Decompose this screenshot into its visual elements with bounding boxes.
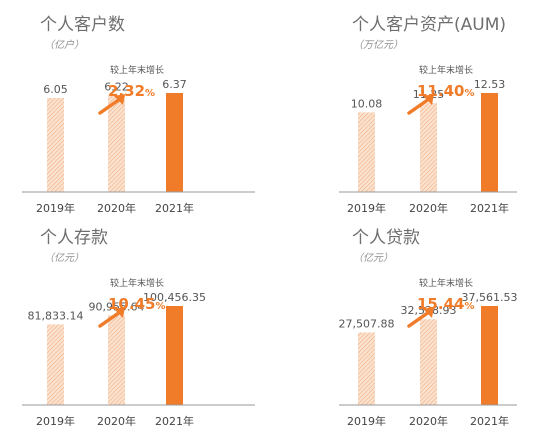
bar-2020年 (108, 95, 125, 192)
x-tick-label: 2020年 (97, 414, 136, 426)
x-tick-label: 2021年 (155, 414, 194, 426)
x-tick-label: 2019年 (347, 201, 386, 215)
bar-chart-svg: 27,507.882019年32,538.932020年37,561.53202… (339, 277, 518, 426)
bar-2021年 (481, 306, 498, 405)
growth-label: 较上年末增长 (419, 277, 473, 289)
x-tick-label: 2019年 (347, 414, 386, 426)
bar-2019年 (47, 97, 64, 192)
bar-value-label: 11.25 (413, 88, 445, 101)
x-tick-label: 2020年 (409, 201, 448, 215)
bar-value-label: 81,833.14 (28, 309, 84, 322)
chart-unit: （万亿元） (353, 40, 403, 51)
chart-personal-aum: 个人客户资产(AUM) （万亿元） 10.08 2019年 11.25 2020年 12… (277, 0, 554, 215)
chart-title: 个人客户资产(AUM) (352, 15, 507, 35)
x-tick-label: 2020年 (97, 201, 136, 215)
chart-title: 个人存款 (40, 228, 108, 248)
growth-label: 较上年末增长 (110, 277, 164, 289)
bar-value-label: 6.37 (162, 78, 187, 91)
bar-value-label: 100,456.35 (143, 291, 206, 304)
growth-value: 2.32% (108, 82, 155, 100)
x-tick-label: 2019年 (36, 414, 75, 426)
growth-arrow-icon (407, 307, 434, 328)
bar-2021年 (481, 93, 498, 192)
bar-value-label: 12.53 (474, 78, 506, 91)
bar-chart-svg: 81,833.14 2019年 90,955.64 2020年 100,456.35 20… (22, 277, 255, 426)
chart-unit: （亿户） (44, 40, 84, 51)
x-tick-label: 2020年 (409, 414, 448, 426)
bar-value-label: 6.22 (104, 80, 129, 93)
bar-2021年 (166, 93, 183, 192)
bar-2019年 (47, 324, 64, 405)
bar-chart-svg: 6.05 2019年 6.22 2020年 6.37 2021年 较上年末增长 2.32% (22, 64, 255, 215)
chart-unit: （亿元） (353, 253, 393, 264)
bar-value-label: 27,507.88 (339, 317, 395, 330)
growth-arrow-icon (98, 94, 125, 115)
bar-2020年 (420, 319, 437, 405)
x-tick-label: 2021年 (470, 201, 509, 215)
growth-label: 较上年末增长 (110, 64, 164, 76)
growth-arrow-icon (407, 94, 434, 115)
growth-label: 较上年末增长 (419, 64, 473, 76)
chart-personal-customers: 个人客户数 （亿户） 6.05 2019年 6.22 2020年 6.37 2021年 较上… (0, 0, 277, 215)
bar-value-label: 10.08 (351, 97, 383, 110)
bar-2019年 (358, 332, 375, 405)
chart-unit: （亿元） (44, 253, 84, 264)
x-tick-label: 2021年 (470, 414, 509, 426)
bar-2020年 (108, 315, 125, 405)
x-tick-label: 2021年 (155, 201, 194, 215)
chart-title: 个人贷款 (352, 228, 420, 248)
bar-chart-svg: 10.082019年11.252020年12.532021年较上年末增长11.4… (339, 64, 517, 215)
bar-value-label: 6.05 (43, 83, 68, 96)
chart-personal-loans: 个人贷款 （亿元） 27,507.882019年32,538.932020年37… (277, 213, 554, 426)
chart-title: 个人客户数 (40, 15, 125, 35)
bar-value-label: 37,561.53 (462, 291, 518, 304)
bar-value-label: 90,955.64 (89, 300, 145, 313)
bar-2021年 (166, 306, 183, 405)
x-tick-label: 2019年 (36, 201, 75, 215)
bar-2020年 (420, 103, 437, 192)
bar-2019年 (358, 112, 375, 192)
chart-personal-deposits: 个人存款 （亿元） 81,833.14 2019年 90,955.64 2020年 10… (0, 213, 277, 426)
growth-arrow-icon (98, 307, 125, 328)
